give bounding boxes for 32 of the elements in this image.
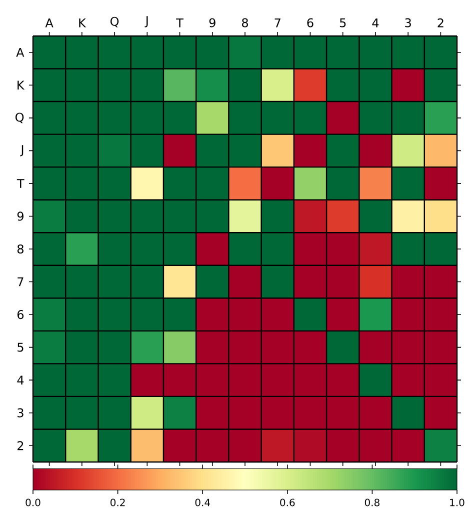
color-bar-label: 0.8: [364, 498, 380, 506]
color-bar-label: 0.0: [26, 498, 40, 506]
color-bar-label: 0.4: [195, 498, 210, 506]
x-tick-label: 9: [209, 18, 216, 28]
y-tick-label: J: [20, 145, 24, 156]
y-tick-label: K: [18, 80, 25, 90]
y-tick-label: 3: [18, 408, 24, 418]
x-tick-label: A: [45, 18, 54, 28]
y-tick-label: T: [16, 179, 24, 188]
y-tick-label: 5: [18, 342, 24, 352]
y-tick-label: 9: [17, 212, 24, 221]
x-tick-label: Q: [110, 16, 119, 28]
color-bar-label: 0.6: [280, 498, 295, 506]
x-tick-label: J: [144, 16, 148, 28]
y-tick-label: 8: [17, 244, 24, 254]
x-tick-label: 4: [372, 18, 379, 28]
y-tick-label: 2: [18, 441, 24, 450]
color-bar-label: 1.0: [450, 498, 464, 506]
x-tick-label: T: [176, 18, 184, 28]
x-tick-label: 8: [242, 18, 248, 28]
y-tick-label: Q: [16, 112, 24, 124]
y-tick-label: 4: [17, 376, 24, 384]
y-tick-label: 7: [18, 277, 24, 286]
color-bar-label: 0.2: [110, 498, 125, 506]
x-tick-label: 2: [438, 18, 444, 28]
x-tick-label: 5: [340, 18, 346, 28]
x-tick-label: 6: [307, 18, 314, 28]
x-tick-label: 3: [405, 18, 411, 28]
x-tick-label: K: [79, 18, 86, 28]
x-tick-label: 7: [274, 18, 280, 28]
y-tick-label: A: [16, 48, 24, 57]
y-tick-label: 6: [17, 310, 24, 320]
